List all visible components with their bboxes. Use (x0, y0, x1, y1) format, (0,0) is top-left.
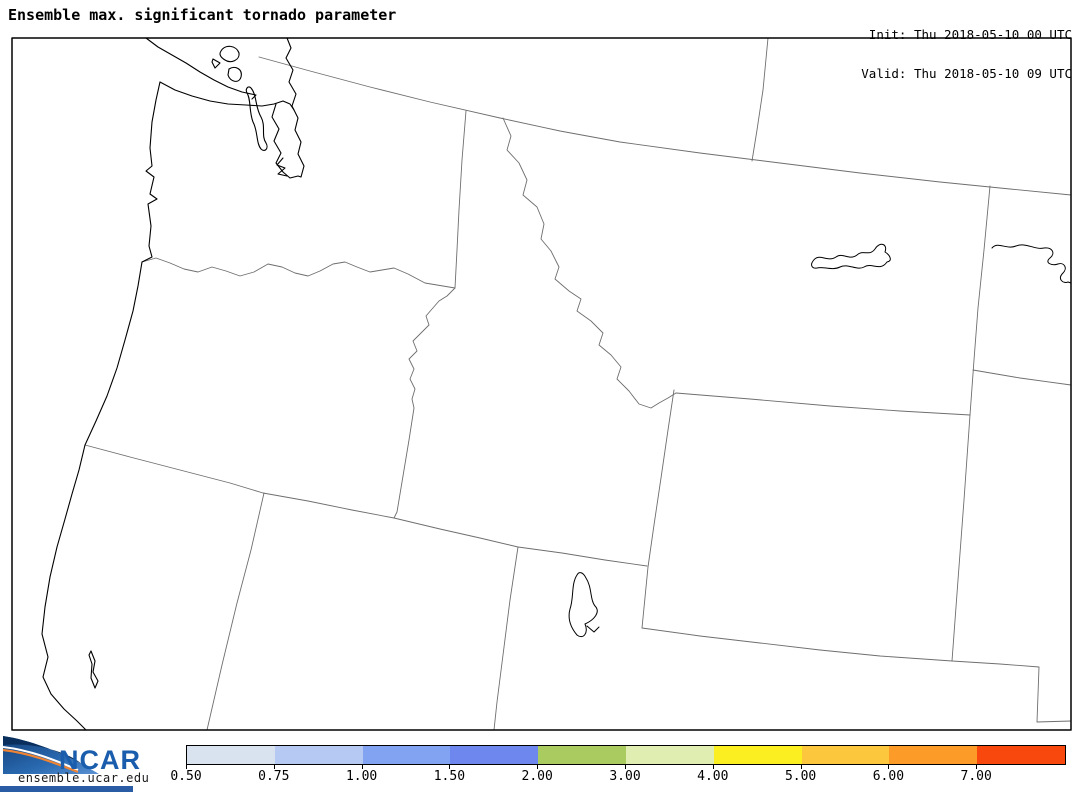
site-url: ensemble.ucar.edu (18, 771, 150, 785)
colorbar-tick-7.00 (976, 764, 978, 769)
colorbar-label-0.50: 0.50 (170, 769, 202, 784)
california-coastline (41, 444, 87, 731)
colorbar-tick-2.00 (537, 764, 539, 769)
colorbar-tick-1.50 (449, 764, 451, 769)
brand-bar (0, 786, 133, 792)
colorbar-tick-1.00 (361, 764, 363, 769)
colorbar-label-7.00: 7.00 (960, 769, 992, 784)
valid-time-label: Valid: Thu 2018-05-10 09 UTC (861, 66, 1072, 81)
wyoming-south-border-41n (641, 627, 1072, 723)
lake-sakakawea (991, 244, 1072, 284)
colorbar-label-3.00: 3.00 (609, 769, 641, 784)
colorbar-label-4.00: 4.00 (697, 769, 729, 784)
ncar-logo (2, 736, 99, 774)
colorbar-label-0.75: 0.75 (258, 769, 290, 784)
colorbar-segment-7 (801, 746, 890, 764)
colorbar-label-1.00: 1.00 (345, 769, 378, 784)
san-juan-island (219, 45, 240, 63)
idaho-wyoming-utah-border (641, 389, 675, 629)
colorbar-segment-1 (274, 746, 363, 764)
hood-canal-west-shore (271, 103, 302, 179)
san-juan-island-2 (227, 66, 242, 82)
california-nevada-border (206, 492, 265, 731)
san-juan-island-3 (211, 58, 221, 69)
canada-border-49n (258, 56, 1072, 196)
humboldt-bay-inlet (88, 650, 99, 689)
whidbey-island (245, 86, 268, 151)
colorbar-segment-5 (625, 746, 714, 764)
page-title: Ensemble max. significant tornado parame… (8, 6, 397, 24)
colorbar-tick-6.00 (888, 764, 890, 769)
colorbar-label-5.00: 5.00 (784, 769, 817, 784)
colorbar-label-6.00: 6.00 (872, 769, 905, 784)
colorbar-segment-3 (450, 746, 539, 764)
colorbar-tick-0.75 (273, 764, 275, 769)
wyoming-north-border-45n (675, 392, 971, 416)
fort-peck-lake (811, 243, 891, 270)
bear-lake-hook (586, 625, 600, 633)
colorbar-tick-3.00 (625, 764, 626, 769)
bear-lake (568, 572, 598, 638)
parallel-42n-border (84, 444, 648, 567)
map-frame (11, 37, 1072, 731)
montana-idaho-divide-border (502, 117, 677, 409)
washington-outer-coastline (141, 81, 161, 263)
colorbar-segment-8 (889, 746, 978, 764)
colorbar-label-2.00: 2.00 (521, 769, 553, 784)
ncar-wordmark: NCAR (59, 745, 141, 775)
colorbar-segment-6 (713, 746, 802, 764)
washington-oregon-border-columbia-river (141, 257, 456, 289)
oregon-idaho-border-snake-river (393, 287, 456, 519)
nevada-utah-border (493, 546, 519, 731)
meridian-104w-border (951, 185, 991, 662)
oregon-coastline (84, 261, 143, 446)
colorbar-segment-0 (187, 746, 275, 764)
colorbar-label-1.50: 1.50 (433, 769, 466, 784)
puget-sound-inlets (276, 157, 288, 177)
ncar-swoosh-icon (2, 736, 99, 774)
northdakota-southdakota-border (972, 369, 1072, 386)
puget-sound-east-shore (285, 37, 305, 178)
colorbar (186, 745, 1066, 765)
colorbar-segment-2 (362, 746, 451, 764)
vancouver-island-coastline (145, 37, 257, 100)
colorbar-tick-4.00 (712, 764, 714, 769)
olympic-peninsula-north-shore (159, 81, 295, 111)
colorbar-segment-9 (977, 746, 1065, 764)
washington-idaho-border (454, 110, 467, 289)
colorbar-tick-5.00 (800, 764, 802, 769)
bc-alberta-border (751, 37, 769, 162)
colorbar-tick-0.50 (186, 764, 187, 769)
colorbar-segment-4 (538, 746, 626, 764)
